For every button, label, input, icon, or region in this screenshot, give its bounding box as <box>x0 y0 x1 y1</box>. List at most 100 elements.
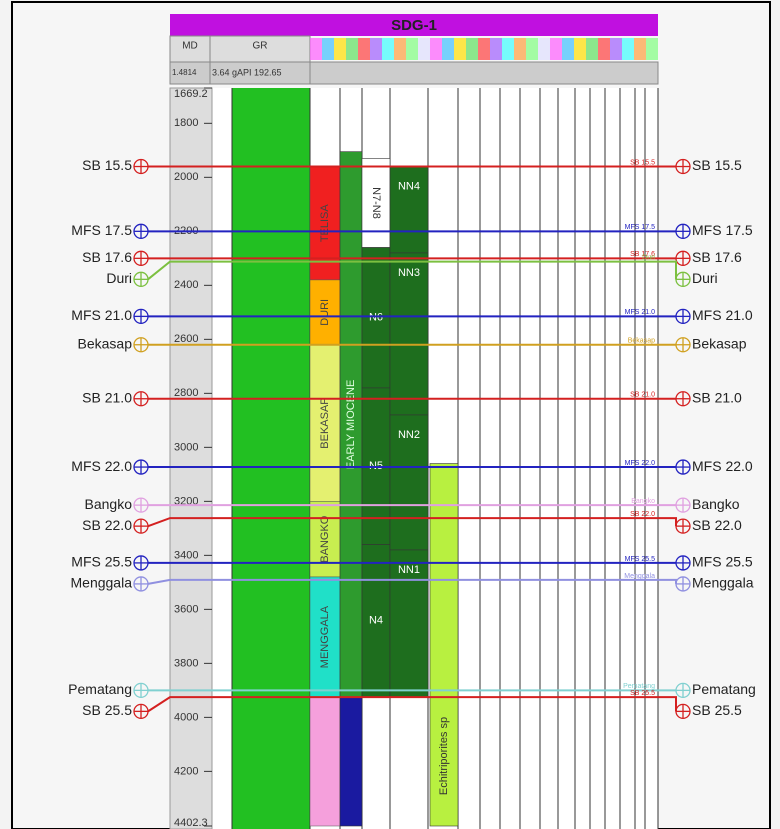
formation-zone <box>309 279 341 345</box>
horizon-label-small: SB 15.5 <box>630 159 655 166</box>
zone-label: NN4 <box>398 180 420 192</box>
horizon-label-left: Duri <box>106 270 132 286</box>
horizon-label-right: MFS 22.0 <box>692 458 753 474</box>
formation-label: DURI <box>319 299 331 326</box>
depth-tick-label: 4402.3 <box>174 817 208 829</box>
horizon-label-small: Pematang <box>623 683 655 690</box>
horizon-label-right: SB 21.0 <box>692 389 742 405</box>
horizon-line <box>147 260 677 281</box>
horizon-label-right: Duri <box>692 270 718 286</box>
legend-swatch <box>622 38 634 60</box>
zone <box>389 252 429 416</box>
gr-label: GR <box>253 41 268 52</box>
horizon-label-left: MFS 17.5 <box>71 222 132 238</box>
depth-tick-label: 2400 <box>174 279 198 291</box>
horizon-label-left: SB 21.0 <box>82 389 132 405</box>
depth-tick-label: 2600 <box>174 333 198 345</box>
horizon-label-left: Menggala <box>71 575 133 591</box>
legend-strip <box>310 38 658 60</box>
formation-label: BANGKO <box>319 515 331 563</box>
zone-label: N6 <box>369 312 383 324</box>
horizon-label-small: Duri <box>642 254 655 261</box>
legend-swatch <box>490 38 502 60</box>
zone <box>389 166 429 254</box>
legend-swatch <box>550 38 562 60</box>
depth-tick-label: 1669.2 <box>174 88 208 100</box>
horizon-label-left: Bekasap <box>78 335 133 351</box>
gr-fill <box>232 88 310 829</box>
zone <box>389 414 429 551</box>
depth-tick-label: 3400 <box>174 549 198 561</box>
legend-swatch <box>358 38 370 60</box>
legend-swatch <box>334 38 346 60</box>
gr-scale: 3.64 gAPI 192.65 <box>212 67 282 77</box>
legend-swatch <box>502 38 514 60</box>
depth-tick-label: 4000 <box>174 711 198 723</box>
horizon-label-small: SB 25.5 <box>630 690 655 697</box>
zone <box>361 247 391 389</box>
zone <box>361 158 391 248</box>
scale-row <box>169 61 659 85</box>
horizon-label-left: Bangko <box>85 496 133 512</box>
horizon-line <box>147 696 677 713</box>
horizon-line <box>147 517 677 528</box>
horizon-label-small: SB 22.0 <box>630 511 655 518</box>
legend-swatch <box>394 38 406 60</box>
horizon-label-small: MFS 22.0 <box>625 460 655 467</box>
legend-swatch <box>322 38 334 60</box>
legend-swatch <box>442 38 454 60</box>
zone-label: N7-N8 <box>370 187 382 219</box>
legend-swatch <box>382 38 394 60</box>
legend-swatch <box>454 38 466 60</box>
horizon-label-small: SB 17.6 <box>630 251 655 258</box>
legend-swatch <box>346 38 358 60</box>
horizon-label-small: MFS 21.0 <box>625 309 655 316</box>
legend-swatch <box>586 38 598 60</box>
formation-zone <box>309 576 341 698</box>
horizon-label-right: SB 25.5 <box>692 702 742 718</box>
formation-label: MENGGALA <box>319 605 331 668</box>
formation-label: TELISA <box>319 204 331 243</box>
horizon-label-small: SB 21.0 <box>630 392 655 399</box>
legend-swatch <box>634 38 646 60</box>
horizon-label-small: MFS 25.5 <box>625 556 655 563</box>
legend-swatch <box>598 38 610 60</box>
horizon-label-small: Bekasap <box>628 338 655 345</box>
horizon-label-left: MFS 25.5 <box>71 554 132 570</box>
zone <box>429 463 459 827</box>
horizon-label-small: Bangko <box>631 498 655 505</box>
depth-tick-label: 4200 <box>174 765 198 777</box>
title-bar <box>170 14 658 36</box>
horizon-label-right: Bekasap <box>692 335 747 351</box>
depth-tick-label: 3800 <box>174 657 198 669</box>
horizon-label-left: MFS 22.0 <box>71 458 132 474</box>
horizon-label-right: SB 22.0 <box>692 517 742 533</box>
formation-label: BEKASAP <box>319 397 331 448</box>
legend-swatch <box>310 38 322 60</box>
horizon-label-small: MFS 17.5 <box>625 224 655 231</box>
layer: TELISA DURI BEKASAP BANGKO MENGGALA EARLY MIO… <box>68 87 756 829</box>
legend-swatch <box>646 38 658 60</box>
horizon-label-left: MFS 21.0 <box>71 307 132 323</box>
zone <box>389 549 429 698</box>
horizon-label-small: Menggala <box>624 573 655 580</box>
horizon-label-right: Bangko <box>692 496 740 512</box>
horizon-label-left: SB 17.6 <box>82 249 132 265</box>
horizon-label-left: Pematang <box>68 681 132 697</box>
horizon-label-left: SB 15.5 <box>82 157 132 173</box>
horizon-label-right: MFS 25.5 <box>692 554 753 570</box>
horizon-label-right: MFS 21.0 <box>692 307 753 323</box>
zone-label: Echitriporites sp <box>438 717 450 795</box>
legend-swatch <box>478 38 490 60</box>
title: SDG-1 <box>391 17 437 34</box>
legend-swatch <box>406 38 418 60</box>
zone-label: NN2 <box>398 429 420 441</box>
depth-tick-label: 2000 <box>174 171 198 183</box>
zone-label: NN1 <box>398 564 420 576</box>
md-header <box>169 35 211 63</box>
formation-zone <box>309 344 341 502</box>
legend-swatch <box>538 38 550 60</box>
formation-zone <box>309 696 341 827</box>
depth-tick-label: 1800 <box>174 117 198 129</box>
